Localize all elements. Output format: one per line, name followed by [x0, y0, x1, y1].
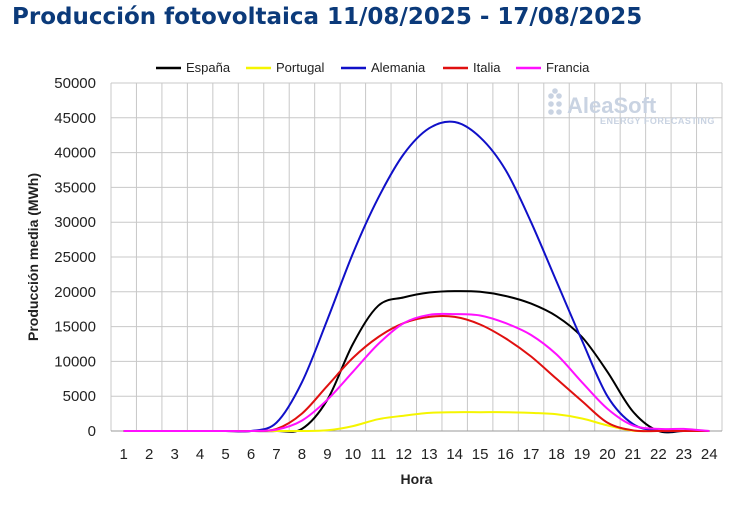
legend-label: Francia [546, 60, 590, 75]
x-tick-label: 12 [395, 446, 412, 463]
x-tick-label: 14 [446, 446, 463, 463]
y-tick-label: 10000 [54, 353, 96, 370]
x-tick-label: 15 [472, 446, 489, 463]
logo-dot [556, 109, 562, 115]
x-tick-label: 13 [421, 446, 438, 463]
y-tick-label: 50000 [54, 75, 96, 92]
x-tick-label: 3 [170, 446, 178, 463]
logo-dot [548, 109, 554, 115]
x-tick-label: 1 [120, 446, 128, 463]
chart-title: Producción fotovoltaica 11/08/2025 - 17/… [12, 4, 643, 30]
series-line-francia [123, 312, 710, 433]
y-tick-label: 40000 [54, 145, 96, 162]
chart-grid [110, 82, 723, 432]
x-tick-label: 4 [196, 446, 204, 463]
logo-dot [548, 93, 554, 99]
y-axis-ticks: 0 5000 10000 15000 20000 25000 30000 35000 40000… [54, 75, 96, 440]
logo-dot [552, 88, 558, 94]
x-tick-label: 8 [298, 446, 306, 463]
x-tick-label: 7 [272, 446, 280, 463]
x-tick-label: 16 [497, 446, 514, 463]
legend-label: Italia [473, 60, 501, 75]
x-tick-label: 6 [247, 446, 255, 463]
y-tick-label: 35000 [54, 179, 96, 196]
aleasoft-watermark: AleaSoft ENERGY FORECASTING [548, 88, 715, 126]
logo-dot [556, 93, 562, 99]
logo-dot [556, 101, 562, 107]
logo-dot [548, 101, 554, 107]
legend-item-alemania: Alemania [341, 60, 426, 75]
x-tick-label: 2 [145, 446, 153, 463]
legend-label: Portugal [276, 60, 325, 75]
aleasoft-logo-icon [548, 88, 562, 115]
x-tick-label: 18 [548, 446, 565, 463]
y-tick-label: 20000 [54, 284, 96, 301]
x-tick-label: 9 [323, 446, 331, 463]
x-axis-ticks: 1 2 3 4 5 6 7 8 9 10 11 12 13 14 15 16 17 18 19 20 21 22 23 24 [120, 446, 718, 463]
y-tick-label: 15000 [54, 319, 96, 336]
x-tick-label: 21 [625, 446, 642, 463]
y-tick-label: 45000 [54, 110, 96, 127]
y-tick-label: 0 [88, 423, 96, 440]
x-tick-label: 22 [650, 446, 667, 463]
x-tick-label: 20 [599, 446, 616, 463]
legend-label: Alemania [371, 60, 426, 75]
x-tick-label: 24 [701, 446, 718, 463]
y-tick-label: 30000 [54, 214, 96, 231]
x-tick-label: 23 [675, 446, 692, 463]
x-tick-label: 17 [523, 446, 540, 463]
legend: España Portugal Alemania Italia Francia [156, 60, 590, 75]
legend-item-espana: España [156, 60, 231, 75]
legend-label: España [186, 60, 231, 75]
y-axis-title: Producción media (MWh) [25, 173, 41, 341]
x-axis-title: Hora [401, 471, 433, 487]
watermark-brand: AleaSoft [567, 93, 657, 118]
x-tick-label: 10 [345, 446, 362, 463]
legend-item-portugal: Portugal [246, 60, 325, 75]
x-tick-label: 19 [574, 446, 591, 463]
y-tick-label: 25000 [54, 249, 96, 266]
legend-item-italia: Italia [443, 60, 501, 75]
x-tick-label: 5 [221, 446, 229, 463]
series-lines [123, 120, 710, 434]
x-tick-label: 11 [371, 446, 387, 463]
y-tick-label: 5000 [63, 388, 96, 405]
legend-item-francia: Francia [516, 60, 590, 75]
watermark-tagline: ENERGY FORECASTING [600, 116, 715, 126]
